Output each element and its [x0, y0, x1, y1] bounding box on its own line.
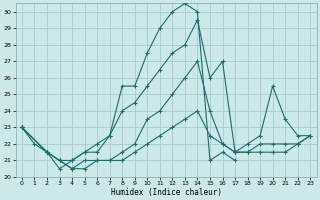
X-axis label: Humidex (Indice chaleur): Humidex (Indice chaleur) [111, 188, 221, 197]
